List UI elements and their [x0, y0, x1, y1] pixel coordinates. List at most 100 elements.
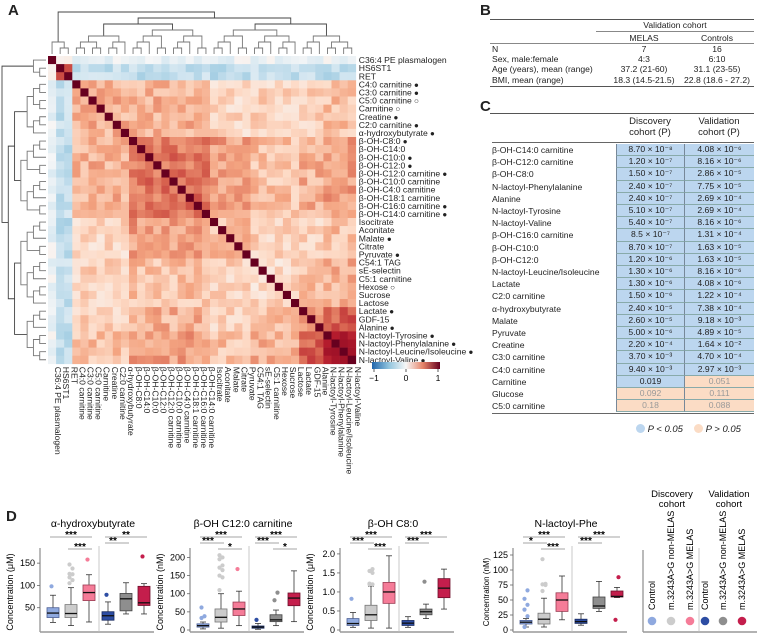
heatmap-cell — [104, 177, 114, 186]
heatmap-cell — [242, 307, 251, 316]
heatmap-cell — [323, 72, 332, 81]
heatmap-cell — [153, 274, 162, 284]
legend-label: m.3243A>G MELAS — [737, 529, 747, 610]
heatmap-cell — [169, 185, 178, 194]
heatmap-cell — [258, 72, 267, 81]
heatmap-cell — [177, 112, 186, 122]
heatmap-col-label: sE-selectin — [264, 367, 274, 409]
heatmap-cell — [48, 331, 57, 340]
box-iqr — [364, 604, 378, 621]
dendrogram-branch — [183, 35, 203, 48]
heatmap-cell — [169, 218, 178, 227]
heatmap-cell — [347, 347, 357, 356]
heatmap-cell — [56, 72, 65, 81]
dendrogram-branch — [197, 47, 207, 54]
dendrogram-branch — [39, 221, 46, 231]
heatmap-cell — [72, 169, 81, 178]
heatmap-cell — [234, 209, 243, 219]
heatmap-cell — [315, 80, 324, 89]
heatmap-cell — [185, 290, 195, 300]
heatmap-cell — [234, 242, 243, 251]
heatmap-cell — [56, 128, 65, 138]
heatmap-col-label: β-OH-C18:1 carnitine — [191, 367, 201, 449]
heatmap-cell — [291, 137, 300, 146]
heatmap-cell — [88, 112, 97, 122]
heatmap-cell — [210, 120, 219, 130]
heatmap-cell — [250, 193, 259, 203]
heatmap-cell — [161, 299, 170, 308]
outlier-point — [217, 553, 222, 558]
dendrogram-branch — [32, 314, 46, 328]
heatmap-col-label: RET — [69, 367, 79, 385]
dendrogram-branch — [59, 47, 69, 54]
heatmap-cell — [339, 161, 348, 170]
heatmap-cell — [185, 177, 195, 186]
heatmap-cell — [331, 307, 340, 316]
table-c-metabolite: C2:0 carnitine — [492, 291, 546, 302]
heatmap-cell — [56, 331, 65, 340]
heatmap-cell — [258, 177, 267, 186]
heatmap-cell — [153, 56, 162, 65]
heatmap-cell — [266, 234, 276, 243]
table-c-validation-p: 1.63 × 10⁻⁵ — [685, 241, 754, 254]
heatmap-cell — [291, 161, 300, 170]
heatmap-cell — [185, 161, 195, 170]
heatmap-cell — [218, 137, 227, 146]
heatmap-cell — [177, 347, 186, 356]
heatmap-cell — [145, 315, 154, 324]
heatmap-cell — [129, 347, 138, 356]
heatmap-cell — [242, 258, 251, 267]
heatmap-cell — [80, 234, 89, 243]
heatmap-cell — [193, 347, 203, 356]
table-c-metabolite: Alanine — [492, 193, 521, 204]
heatmap-cell — [266, 339, 276, 348]
heatmap-cell — [72, 96, 81, 105]
heatmap-cell — [88, 137, 97, 146]
heatmap-cell — [250, 96, 259, 105]
table-c-discovery-p: 1.30 × 10⁻⁶ — [616, 266, 685, 279]
heatmap-cell — [266, 96, 276, 105]
heatmap-cell — [282, 266, 292, 275]
heatmap-cell — [339, 64, 348, 73]
heatmap-cell — [129, 250, 138, 259]
table-c-metabolite: Carnitine — [492, 376, 527, 387]
heatmap-cell — [177, 161, 186, 170]
heatmap-cell — [323, 323, 332, 332]
heatmap-cell — [120, 266, 130, 275]
heatmap-cell — [64, 355, 73, 365]
heatmap-cell — [258, 137, 267, 146]
heatmap-cell — [307, 209, 316, 219]
heatmap-cell — [137, 299, 146, 308]
heatmap-cell — [282, 137, 292, 146]
heatmap-cell — [331, 56, 340, 65]
heatmap-cell — [88, 145, 97, 154]
heatmap-cell — [323, 209, 332, 219]
heatmap-cell — [315, 299, 324, 308]
heatmap-cell — [137, 177, 146, 186]
heatmap-cell — [64, 193, 73, 203]
heatmap-cell — [137, 209, 146, 219]
filled-circle-icon: ● — [412, 121, 419, 130]
heatmap-cell — [48, 250, 57, 259]
heatmap-cell — [56, 218, 65, 227]
heatmap-cell — [177, 242, 186, 251]
heatmap-cell — [80, 323, 89, 332]
heatmap-cell — [242, 161, 251, 170]
table-c-validation-p: 1.63 × 10⁻⁵ — [685, 253, 754, 266]
heatmap-cell — [193, 120, 203, 130]
table-c-row: Alanine 2.40 × 10⁻⁷ 2.69 × 10⁻⁴ — [492, 192, 754, 205]
heatmap-cell — [80, 250, 89, 259]
heatmap-cell — [315, 266, 324, 275]
heatmap-cell — [48, 274, 57, 284]
heatmap-cell — [210, 145, 219, 154]
heatmap-cell — [250, 169, 259, 178]
table-c-metabolite: C4:0 carnitine — [492, 364, 546, 375]
heatmap-cell — [96, 250, 105, 259]
heatmap-cell — [48, 145, 57, 154]
heatmap-cell — [120, 72, 130, 81]
table-b-group-header: Validation cohort — [643, 20, 707, 30]
heatmap-cell — [177, 315, 186, 324]
heatmap-cell — [48, 234, 57, 243]
heatmap-cell — [347, 250, 357, 259]
heatmap-cell — [250, 234, 259, 243]
